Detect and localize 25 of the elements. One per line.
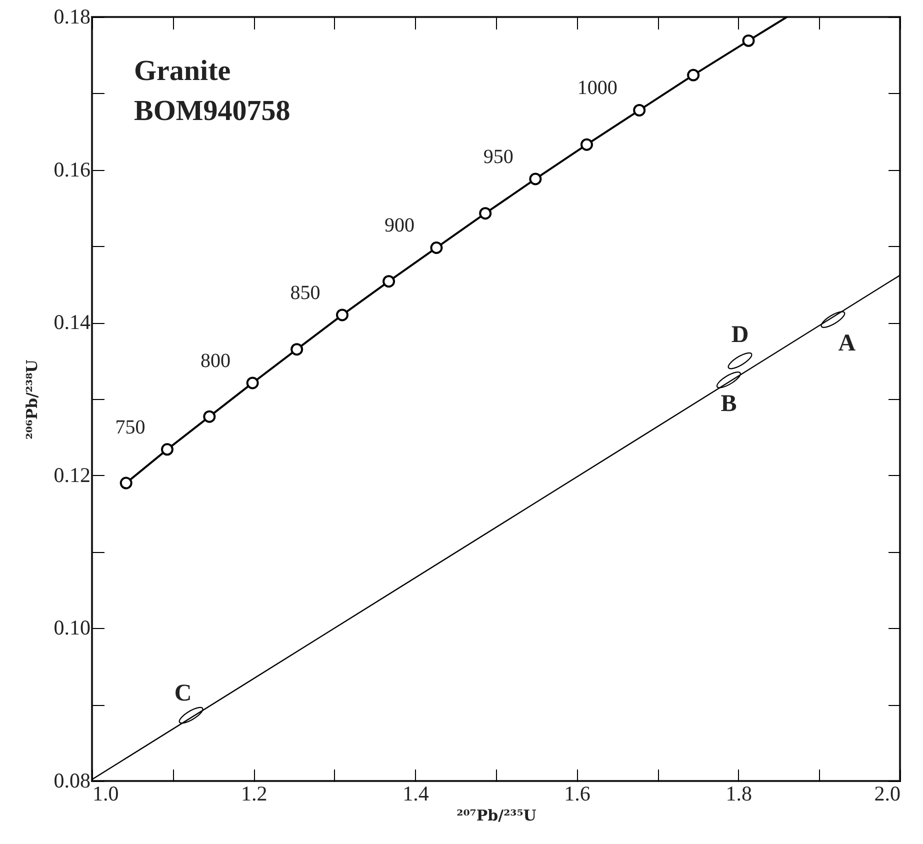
x-tick-label: 1.0 [92, 782, 119, 806]
y-tick-label: 0.10 [54, 616, 90, 640]
annotation: 1000 [577, 77, 618, 100]
x-tick-label: 1.2 [240, 782, 268, 806]
annotation: 850 [290, 282, 320, 304]
x-tick-label: 1.6 [564, 782, 590, 806]
annotation: 950 [483, 146, 514, 168]
annotation: 800 [200, 350, 231, 372]
x-axis-title: ²⁰⁷Pb/²³⁵U [456, 806, 536, 824]
y-tick-label: 0.08 [54, 768, 90, 792]
x-tick-label: 2.0 [874, 782, 900, 806]
annotation: 750 [115, 416, 146, 438]
y-tick-label: 0.14 [54, 310, 91, 334]
annotation: 900 [384, 214, 414, 237]
x-tick-label: 1.4 [402, 782, 430, 806]
x-tick-label: 1.8 [726, 782, 752, 806]
text: Granite BOM940758 [134, 55, 290, 127]
annotation: B [720, 390, 737, 417]
y-tick-label: 0.12 [54, 462, 90, 487]
y-tick-label: 0.18 [54, 4, 90, 28]
annotation: D [731, 322, 749, 348]
y-tick-label: 0.16 [54, 157, 90, 182]
y-axis-title: ²⁰⁶Pb/²³⁸U [22, 360, 41, 440]
annotation: C [174, 680, 192, 706]
annotation: A [838, 330, 856, 357]
